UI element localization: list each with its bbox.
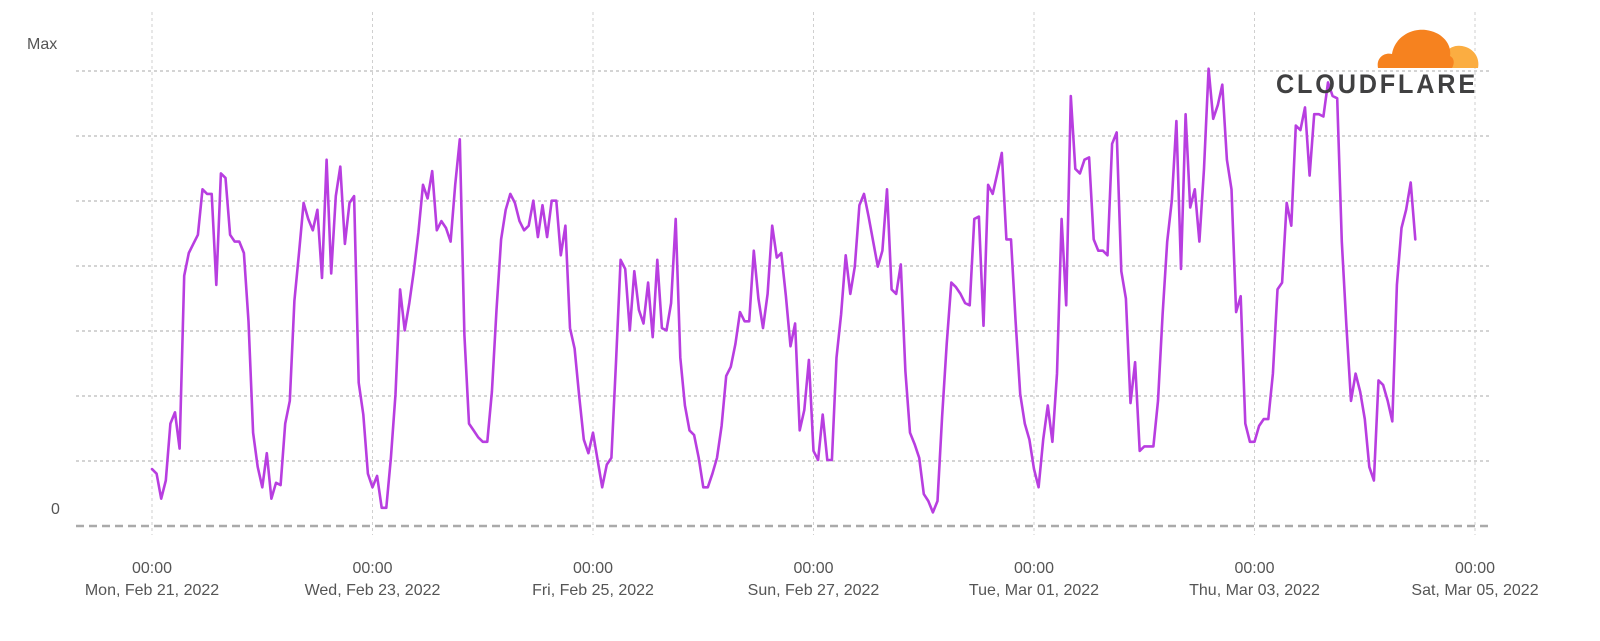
x-tick-time-label: 00:00 bbox=[793, 560, 833, 577]
x-axis: 00:00 Mon, Feb 21, 2022 00:00 Wed, Feb 23, … bbox=[85, 560, 1539, 599]
x-tick-date-label: Mon, Feb 21, 2022 bbox=[85, 582, 219, 599]
x-tick-time-label: 00:00 bbox=[573, 560, 613, 577]
x-tick-time-label: 00:00 bbox=[132, 560, 172, 577]
cloud-icon bbox=[1377, 29, 1479, 68]
x-tick-date-label: Tue, Mar 01, 2022 bbox=[969, 582, 1099, 599]
y-axis: Max 0 bbox=[27, 36, 60, 518]
x-tick-time-label: 00:00 bbox=[1014, 560, 1054, 577]
cloudflare-wordmark: CLOUDFLARE bbox=[1276, 69, 1478, 99]
x-tick-date-label: Sat, Mar 05, 2022 bbox=[1411, 582, 1538, 599]
x-tick-time-label: 00:00 bbox=[352, 560, 392, 577]
x-tick-date-label: Wed, Feb 23, 2022 bbox=[305, 582, 441, 599]
x-tick-time-label: 00:00 bbox=[1455, 560, 1495, 577]
y-tick-label-max: Max bbox=[27, 36, 57, 53]
series-line-0 bbox=[150, 67, 1417, 514]
grid bbox=[76, 12, 1492, 535]
y-tick-label-zero: 0 bbox=[51, 501, 60, 518]
x-tick-date-label: Sun, Feb 27, 2022 bbox=[748, 582, 880, 599]
x-tick-date-label: Fri, Feb 25, 2022 bbox=[532, 582, 654, 599]
x-tick-time-label: 00:00 bbox=[1234, 560, 1274, 577]
cloudflare-logo: CLOUDFLARE bbox=[1276, 29, 1479, 99]
x-tick-date-label: Thu, Mar 03, 2022 bbox=[1189, 582, 1320, 599]
series-layer bbox=[150, 67, 1417, 514]
